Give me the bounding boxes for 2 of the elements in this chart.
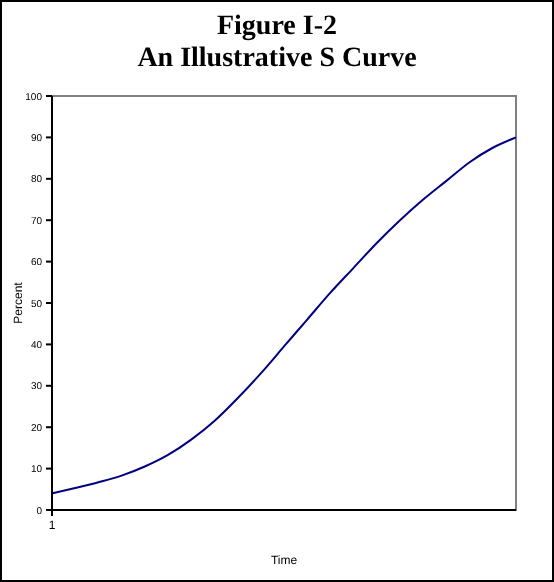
line-series xyxy=(52,136,516,495)
chart-title: Figure I-2 An Illustrative S Curve xyxy=(135,12,419,76)
